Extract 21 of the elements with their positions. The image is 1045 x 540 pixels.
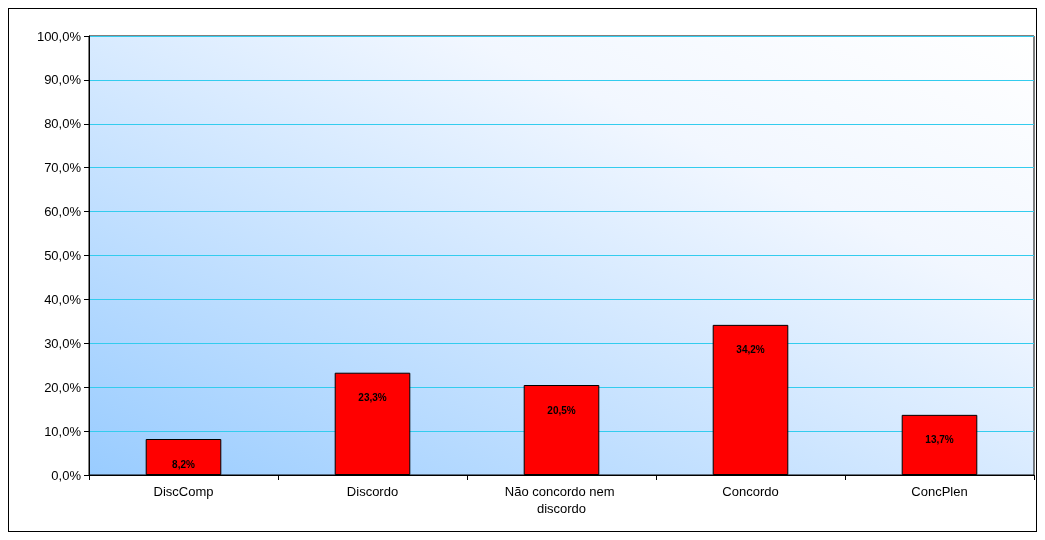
y-tick-label: 90,0%: [44, 72, 82, 88]
y-tick-label: 0,0%: [51, 467, 82, 483]
x-tick-label: DiscComp: [153, 484, 214, 499]
x-tick-label: Concordo: [722, 484, 779, 499]
y-tick-label: 30,0%: [44, 335, 82, 351]
y-tick-label: 100,0%: [36, 28, 82, 44]
y-tick-label: 40,0%: [44, 291, 82, 307]
data-label: 20,5%: [547, 404, 576, 416]
y-tick-label: 70,0%: [44, 160, 82, 176]
y-tick-label: 60,0%: [44, 204, 82, 220]
data-label: 34,2%: [736, 344, 765, 356]
x-tick-label: Não concordo nem discordo: [504, 484, 619, 516]
y-tick-label: 20,0%: [44, 379, 82, 395]
data-label: 13,7%: [925, 434, 954, 446]
data-label: 8,2%: [172, 458, 195, 470]
data-label: 23,3%: [358, 392, 387, 404]
y-tick-label: 10,0%: [44, 423, 82, 439]
y-tick-label: 50,0%: [44, 248, 82, 263]
y-tick-label: 80,0%: [44, 116, 82, 132]
x-tick-label: Discordo: [346, 484, 399, 499]
x-tick-label: ConcPlen: [911, 484, 968, 499]
